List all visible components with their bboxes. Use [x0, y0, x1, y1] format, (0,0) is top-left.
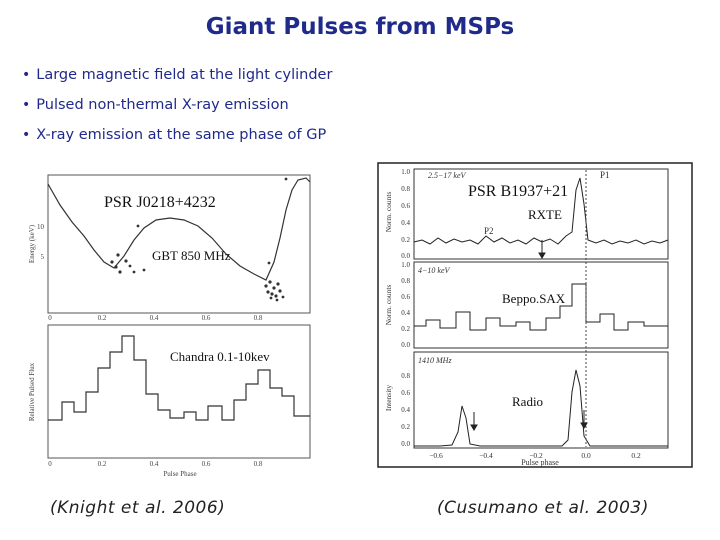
right-ytick: 0.0: [401, 341, 410, 349]
p2-label: P2: [484, 226, 494, 236]
bullet-item: • Pulsed non-thermal X-ray emission: [22, 94, 332, 124]
right-ytick: 0.6: [401, 202, 410, 210]
radio-profile: [414, 369, 668, 447]
right-yticks-bottom: 0.8 0.6 0.4 0.2 0.0: [401, 372, 410, 448]
right-xtick: −0.2: [529, 451, 543, 460]
right-ytick: 0.0: [401, 252, 410, 260]
left-bottom-xtick: 0.2: [98, 460, 107, 468]
right-xtick: −0.6: [429, 451, 443, 460]
left-top-ylabel: Energy (keV): [28, 224, 36, 263]
rxte-label: RXTE: [528, 207, 562, 222]
left-top-xtick: 0.6: [202, 314, 211, 322]
bullet-item: • X-ray emission at the same phase of GP: [22, 124, 332, 154]
left-top-xtick: 0.4: [150, 314, 159, 322]
bullet-dot: •: [22, 97, 31, 113]
left-top-xtick: 0: [48, 314, 52, 322]
xray-pulse-histogram: [48, 335, 310, 421]
bullet-dot: •: [22, 67, 31, 83]
right-panel-1: [413, 168, 669, 260]
right-ytick: 0.6: [401, 293, 410, 301]
right-ytick: 0.0: [401, 440, 410, 448]
right-ylabel-top: Norm. counts: [384, 192, 393, 233]
right-yticks-mid: 1.0 0.8 0.6 0.4 0.2 0.0: [401, 261, 410, 349]
bullet-list: • Large magnetic field at the light cylin…: [22, 64, 332, 154]
left-bottom-xtick: 0: [48, 460, 52, 468]
right-xtick: −0.4: [479, 451, 493, 460]
right-ytick: 1.0: [401, 261, 410, 269]
band3-label: 1410 MHz: [418, 356, 452, 365]
right-xticks: −0.6 −0.4 −0.2 0.0 0.2: [429, 451, 641, 460]
right-ytick: 0.4: [401, 219, 410, 227]
right-ytick: 0.2: [401, 325, 410, 333]
left-bottom-panel-frame: [47, 324, 311, 459]
right-yticks-top: 1.0 0.8 0.6 0.4 0.2 0.0: [401, 168, 410, 260]
right-ytick: 0.8: [401, 277, 410, 285]
right-xlabel: Pulse phase: [521, 458, 559, 467]
right-figure-frame: [377, 162, 693, 468]
left-source-label: PSR J0218+4232: [104, 194, 216, 211]
right-ytick: 0.6: [401, 389, 410, 397]
bullet-text: Pulsed non-thermal X-ray emission: [36, 97, 289, 113]
band2-label: 4−10 keV: [418, 266, 451, 275]
rxte-profile: [413, 177, 669, 245]
left-bottom-ylabel: Relative Pulsed Flux: [28, 362, 36, 421]
right-ytick: 0.8: [401, 185, 410, 193]
right-ytick: 0.4: [401, 406, 410, 414]
right-ytick: 0.2: [401, 423, 410, 431]
beppo-label: Beppo.SAX: [502, 291, 566, 306]
left-top-xtick: 0.8: [254, 314, 263, 322]
left-bottom-xtick: 0.4: [150, 460, 159, 468]
left-top-ytick: 10: [37, 223, 45, 231]
left-top-xtick: 0.2: [98, 314, 107, 322]
photon-scatter: [110, 177, 288, 302]
left-bottom-xtick: 0.6: [202, 460, 211, 468]
right-ylabel-bottom: Intensity: [384, 385, 393, 411]
bullet-item: • Large magnetic field at the light cylin…: [22, 64, 332, 94]
left-bottom-xtick: 0.8: [254, 460, 263, 468]
bullet-dot: •: [22, 127, 31, 143]
left-bottom-xlabel: Pulse Phase: [163, 470, 196, 478]
bullet-text: Large magnetic field at the light cylind…: [36, 67, 333, 83]
right-source-label: PSR B1937+21: [468, 183, 568, 200]
slide-title: Giant Pulses from MSPs: [205, 14, 515, 40]
radio-label: Radio: [512, 394, 543, 409]
right-xtick: 0.2: [631, 451, 641, 460]
p1-label: P1: [600, 170, 610, 180]
right-xtick: 0.0: [581, 451, 591, 460]
beppo-profile: [414, 283, 668, 331]
bullet-text: X-ray emission at the same phase of GP: [36, 127, 327, 143]
right-ylabel-middle: Norm. counts: [384, 285, 393, 326]
pulse-arrows: [470, 240, 588, 431]
right-ytick: 0.4: [401, 309, 410, 317]
citation-right: (Cusumano et al. 2003): [437, 498, 649, 518]
left-top-panel-frame: [47, 174, 311, 314]
right-panel-2: [413, 261, 669, 349]
right-panel-3: [413, 351, 669, 449]
left-radio-label: GBT 850 MHz: [152, 248, 231, 263]
citation-left: (Knight et al. 2006): [50, 498, 226, 518]
left-xray-label: Chandra 0.1-10kev: [170, 349, 270, 364]
band1-label: 2.5−17 keV: [428, 171, 467, 180]
energy-phase-curve: [47, 177, 311, 281]
right-figure: 2.5−17 keV P1 P2 4−10 keV 1410 MHz Norm.…: [377, 162, 693, 468]
right-ytick: 0.2: [401, 236, 410, 244]
left-top-ytick: 5: [41, 253, 45, 261]
right-ytick: 1.0: [401, 168, 410, 176]
right-ytick: 0.8: [401, 372, 410, 380]
left-figure: 10 5 Energy (keV) 0 0.2 0.4 0.6 0.8 Rela…: [28, 174, 311, 478]
